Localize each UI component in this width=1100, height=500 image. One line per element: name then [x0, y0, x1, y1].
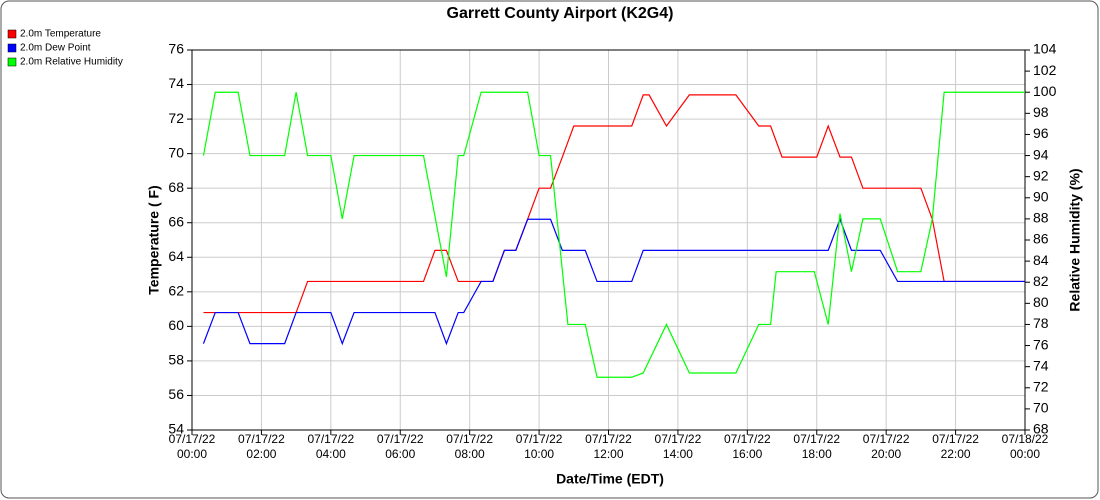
x-axis-label: Date/Time (EDT): [556, 471, 664, 487]
y-tick-label: 60: [168, 317, 184, 333]
chart-title: Garrett County Airport (K2G4): [447, 5, 674, 22]
x-tick-label: 07/18/22 00:00: [1001, 432, 1049, 461]
x-tick-label: 07/17/22 18:00: [793, 432, 841, 461]
y2-tick-label: 70: [1033, 400, 1049, 416]
y2-tick-label: 102: [1033, 62, 1057, 78]
y-axis-label: Temperature ( F): [146, 185, 162, 294]
y2-tick-label: 76: [1033, 336, 1049, 352]
y2-tick-label: 72: [1033, 378, 1049, 394]
series-line: [202, 91, 1025, 378]
y2-axis-label: Relative Humidity (%): [1067, 168, 1083, 311]
legend-label: 2.0m Temperature: [20, 29, 101, 40]
y-tick-label: 54: [168, 421, 184, 437]
y2-tick-label: 96: [1033, 125, 1049, 141]
y-tick-label: 74: [168, 75, 184, 91]
y2-tick-label: 80: [1033, 294, 1049, 310]
x-tick-label: 07/17/22 10:00: [515, 432, 563, 461]
y-tick-label: 64: [168, 248, 184, 264]
series-line: [202, 217, 1025, 346]
plot-border: [191, 49, 1026, 431]
legend-swatch: [7, 43, 17, 53]
y2-tick-label: 74: [1033, 357, 1049, 373]
y-tick-label: 72: [168, 110, 184, 126]
legend-swatch: [7, 57, 17, 67]
series-line: [203, 94, 1025, 314]
y2-tick-label: 92: [1033, 167, 1049, 183]
y2-tick-label: 78: [1033, 315, 1049, 331]
y-tick-label: 58: [168, 352, 184, 368]
y-tick-label: 76: [168, 41, 184, 57]
y2-tick-label: 82: [1033, 273, 1049, 289]
legend-label: 2.0m Relative Humidity: [20, 57, 123, 68]
x-tick-label: 07/17/22 22:00: [932, 432, 979, 461]
x-tick-label: 07/17/22 14:00: [654, 432, 702, 461]
y2-tick-label: 68: [1033, 421, 1049, 437]
x-tick-label: 07/17/22 02:00: [238, 432, 285, 461]
legend-label: 2.0m Dew Point: [20, 43, 91, 54]
x-tick-label: 07/17/22 16:00: [723, 432, 771, 461]
y2-tick-label: 104: [1033, 41, 1057, 57]
y2-tick-label: 90: [1033, 188, 1049, 204]
x-tick-label: 07/17/22 04:00: [307, 432, 355, 461]
y-tick-label: 66: [168, 213, 184, 229]
x-tick-label: 07/17/22 00:00: [168, 432, 216, 461]
y2-tick-label: 94: [1033, 146, 1049, 162]
y2-tick-label: 98: [1033, 104, 1049, 120]
y-tick-label: 56: [168, 386, 184, 402]
x-tick-label: 07/17/22 08:00: [446, 432, 494, 461]
x-tick-label: 07/17/22 20:00: [862, 432, 910, 461]
y2-tick-label: 88: [1033, 210, 1049, 226]
y2-tick-label: 86: [1033, 231, 1049, 247]
legend-swatch: [7, 29, 17, 39]
y2-tick-label: 100: [1033, 83, 1057, 99]
x-tick-label: 07/17/22 12:00: [585, 432, 632, 461]
x-tick-label: 07/17/22 06:00: [376, 432, 424, 461]
y-tick-label: 70: [168, 144, 184, 160]
y2-tick-label: 84: [1033, 252, 1049, 268]
y-tick-label: 62: [168, 283, 184, 299]
y-tick-label: 68: [168, 179, 184, 195]
